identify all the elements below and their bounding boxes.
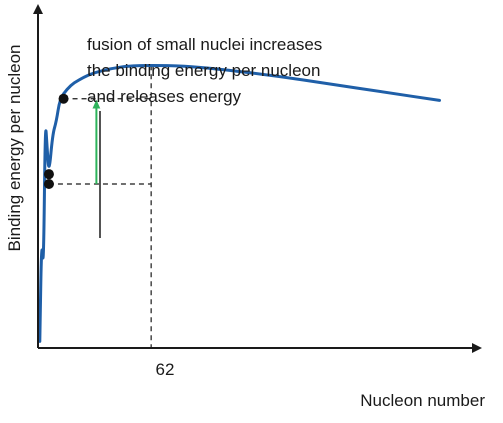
- points-layer: [43, 93, 69, 189]
- y-axis-label: Binding energy per nucleon: [5, 45, 24, 252]
- annotation-line-2: the binding energy per nucleon: [87, 61, 320, 80]
- binding-energy-curve-0: [38, 63, 441, 343]
- annotation: fusion of small nuclei increases the bin…: [87, 35, 322, 238]
- highlight-point-2: [58, 93, 69, 104]
- reference-lines: [48, 65, 152, 348]
- curve-layer: [38, 63, 441, 343]
- x-axis-label: Nucleon number: [360, 391, 485, 410]
- axes: [33, 4, 482, 353]
- annotation-line-3: and releases energy: [87, 87, 242, 106]
- highlight-point-1: [43, 179, 54, 189]
- annotation-line-1: fusion of small nuclei increases: [87, 35, 322, 54]
- highlight-point-0: [43, 169, 54, 180]
- x-tick-label-62: 62: [156, 360, 175, 379]
